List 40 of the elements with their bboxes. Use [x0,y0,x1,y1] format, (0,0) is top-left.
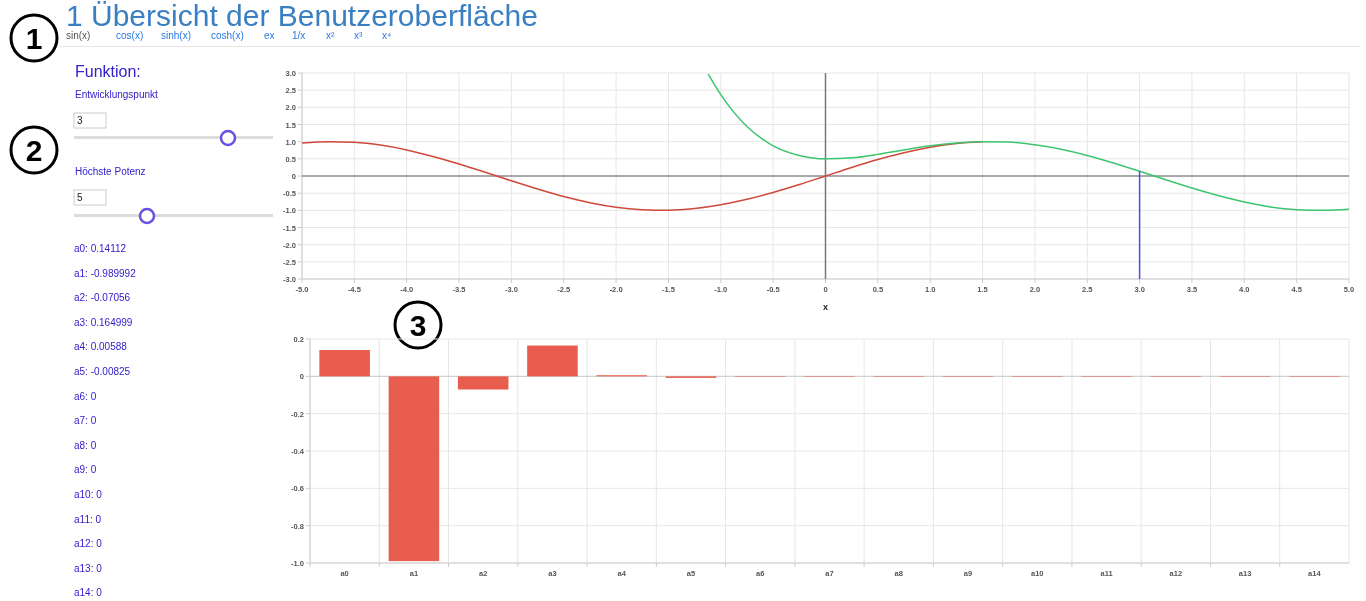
text: Höchste Potenz [75,166,146,177]
text: a4: 0.00588 [74,341,128,353]
text: x⁴ [382,30,392,41]
text: 1 [25,22,43,55]
text: a9: 0 [74,464,97,476]
text: a13: 0 [74,562,103,574]
text: a0: 0.14112 [74,243,127,254]
text: a6: 0 [74,390,97,402]
text: cosh(x) [211,30,244,41]
text: Funktion: [75,63,141,80]
text: a10: 0 [74,489,103,500]
text: sinh(x) [161,30,192,41]
bar [457,376,509,390]
text: sin(x) [66,30,91,41]
text: Entwicklungspunkt [75,89,159,100]
text: a11: 0 [74,513,102,525]
text: ex [264,30,275,41]
text: 5 [77,192,83,203]
text: a12: 0 [74,538,103,550]
text: a8: 0 [74,439,97,451]
text: a2: -0.07056 [74,292,131,304]
bar [319,349,370,377]
text: a7: 0 [74,415,97,427]
bar [527,345,578,377]
line-series [301,140,984,212]
line-series [707,73,1350,212]
text: 1/x [292,30,306,41]
text: a1: -0.989992 [74,267,137,279]
x-axis-title: x [822,302,829,312]
text: cos(x) [116,30,144,41]
text: 3 [77,115,83,126]
text: a5: -0.00825 [74,366,131,377]
text: x³ [354,30,363,41]
annotation: 3 [409,309,427,342]
text: 1 Übersicht der Benutzeroberfläche [66,0,538,32]
bar [388,376,440,562]
text: 2 [25,134,43,167]
text: a14: 0 [74,587,103,599]
text: x² [326,30,335,41]
text: a3: 0.164999 [74,316,133,328]
